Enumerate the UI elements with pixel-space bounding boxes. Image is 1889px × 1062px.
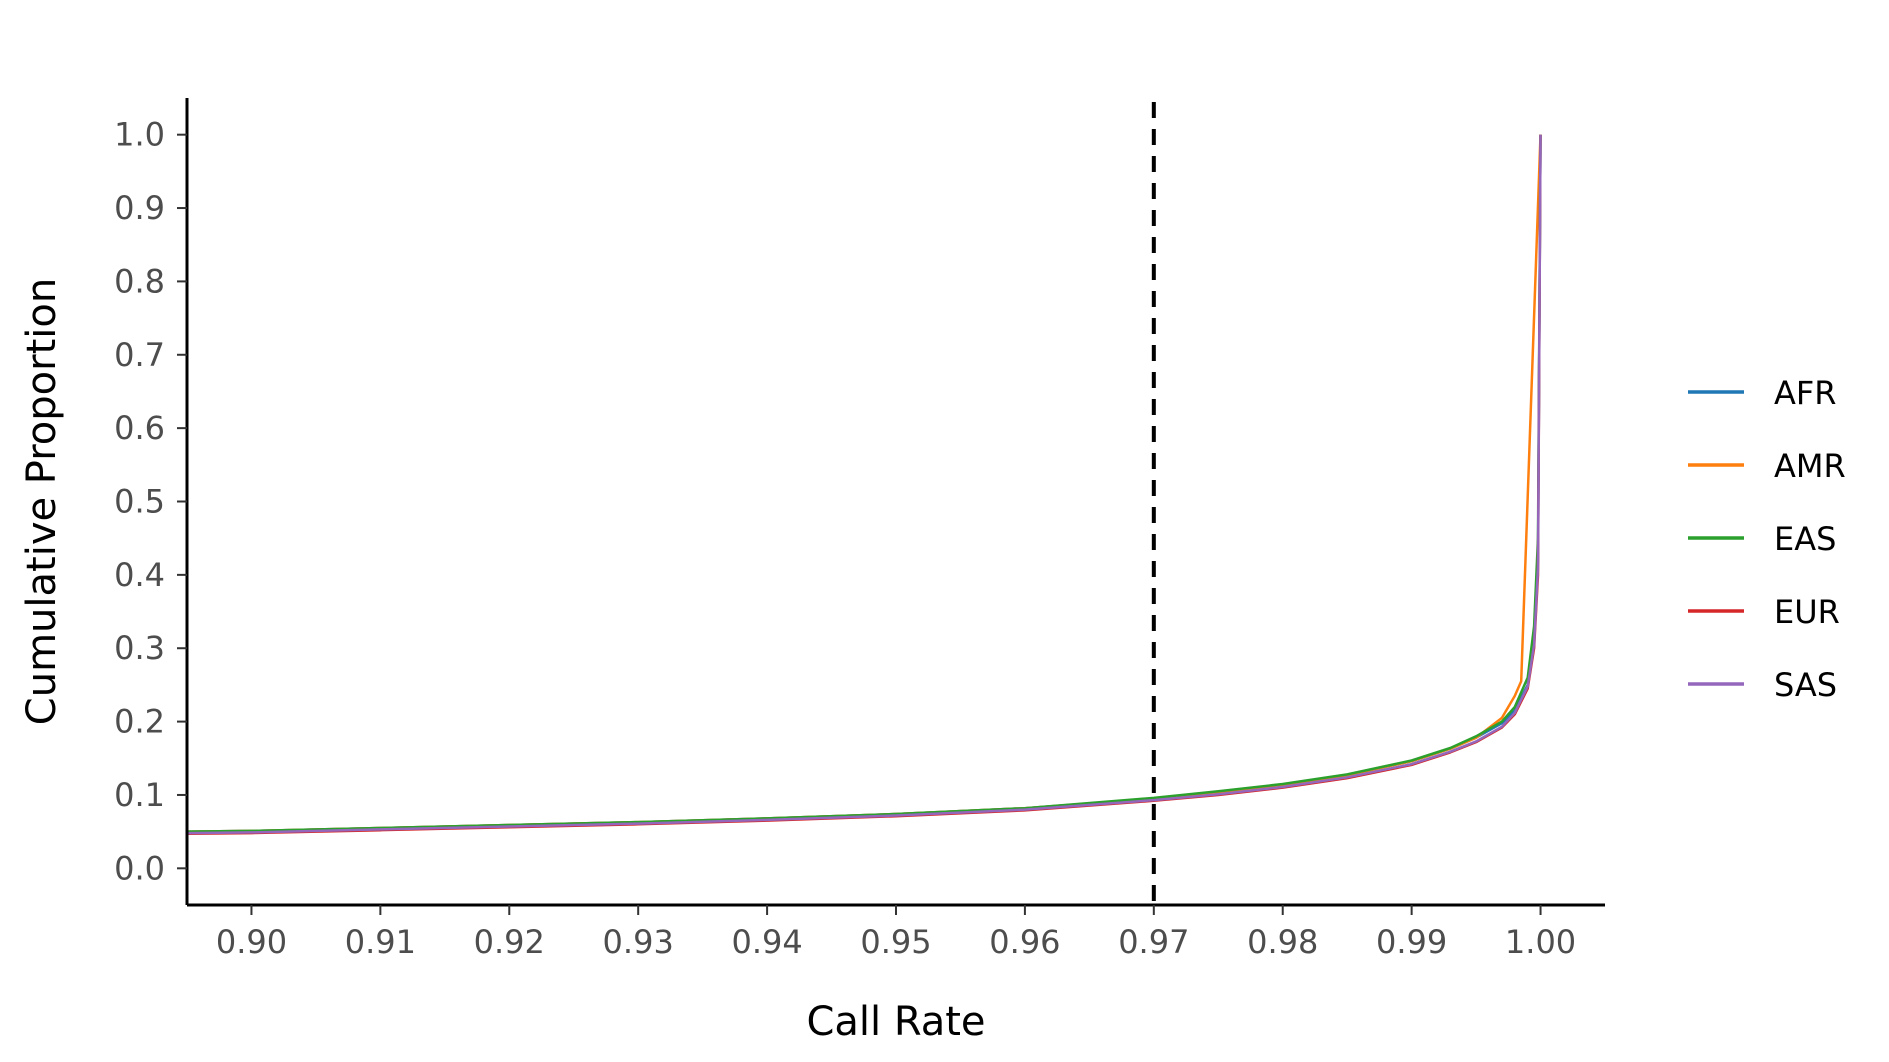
- y-tick-label: 0.4: [114, 556, 165, 594]
- y-tick-label: 0.2: [114, 703, 165, 741]
- y-tick-label: 0.9: [114, 189, 165, 227]
- legend-label: EUR: [1774, 593, 1840, 631]
- y-ticks: 0.0 0.1 0.2 0.3 0.4 0.5 0.6 0.7 0.8 0.9 1.0: [114, 116, 187, 887]
- y-tick-label: 1.0: [114, 116, 165, 154]
- x-tick-label: 0.94: [731, 923, 802, 961]
- y-tick-label: 0.0: [114, 849, 165, 887]
- y-tick-label: 0.7: [114, 336, 165, 374]
- x-axis: 0.90 0.91 0.92 0.93 0.94 0.95 0.96 0.97 0.98 0.99…: [187, 903, 1605, 961]
- x-tick-label: 1.00: [1505, 923, 1576, 961]
- plot-area: [186, 102, 1542, 905]
- series-line-amr: [186, 134, 1542, 833]
- series-line-afr: [186, 134, 1542, 833]
- series-line-sas: [186, 134, 1542, 835]
- series-line-eur: [186, 134, 1542, 836]
- x-axis-title: Call Rate: [806, 999, 985, 1045]
- legend-label: AFR: [1774, 374, 1837, 412]
- y-tick-label: 0.1: [114, 776, 165, 814]
- legend-item-afr: AFR: [1688, 374, 1837, 412]
- x-tick-label: 0.96: [989, 923, 1060, 961]
- x-tick-label: 0.99: [1376, 923, 1447, 961]
- legend-label: AMR: [1774, 447, 1846, 485]
- x-tick-label: 0.97: [1118, 923, 1189, 961]
- x-ticks: 0.90 0.91 0.92 0.93 0.94 0.95 0.96 0.97 0.98 0.99…: [216, 905, 1576, 961]
- y-tick-label: 0.3: [114, 629, 165, 667]
- x-tick-label: 0.90: [216, 923, 287, 961]
- x-tick-label: 0.93: [603, 923, 674, 961]
- y-axis: 0.0 0.1 0.2 0.3 0.4 0.5 0.6 0.7 0.8 0.9 1.0: [114, 98, 189, 905]
- legend-label: SAS: [1774, 666, 1837, 704]
- x-tick-label: 0.92: [474, 923, 545, 961]
- legend-item-amr: AMR: [1688, 447, 1846, 485]
- legend-item-sas: SAS: [1688, 666, 1837, 704]
- series-line-eas: [186, 134, 1542, 833]
- y-tick-label: 0.6: [114, 409, 165, 447]
- y-tick-label: 0.8: [114, 262, 165, 300]
- legend-label: EAS: [1774, 520, 1836, 558]
- y-tick-label: 0.5: [114, 483, 165, 521]
- x-tick-label: 0.95: [860, 923, 931, 961]
- legend: AFR AMR EAS EUR SAS: [1688, 374, 1846, 704]
- legend-item-eur: EUR: [1688, 593, 1840, 631]
- x-tick-label: 0.91: [345, 923, 416, 961]
- y-axis-title: Cumulative Proportion: [19, 278, 65, 725]
- x-tick-label: 0.98: [1247, 923, 1318, 961]
- series-layer: [186, 134, 1542, 836]
- legend-item-eas: EAS: [1688, 520, 1836, 558]
